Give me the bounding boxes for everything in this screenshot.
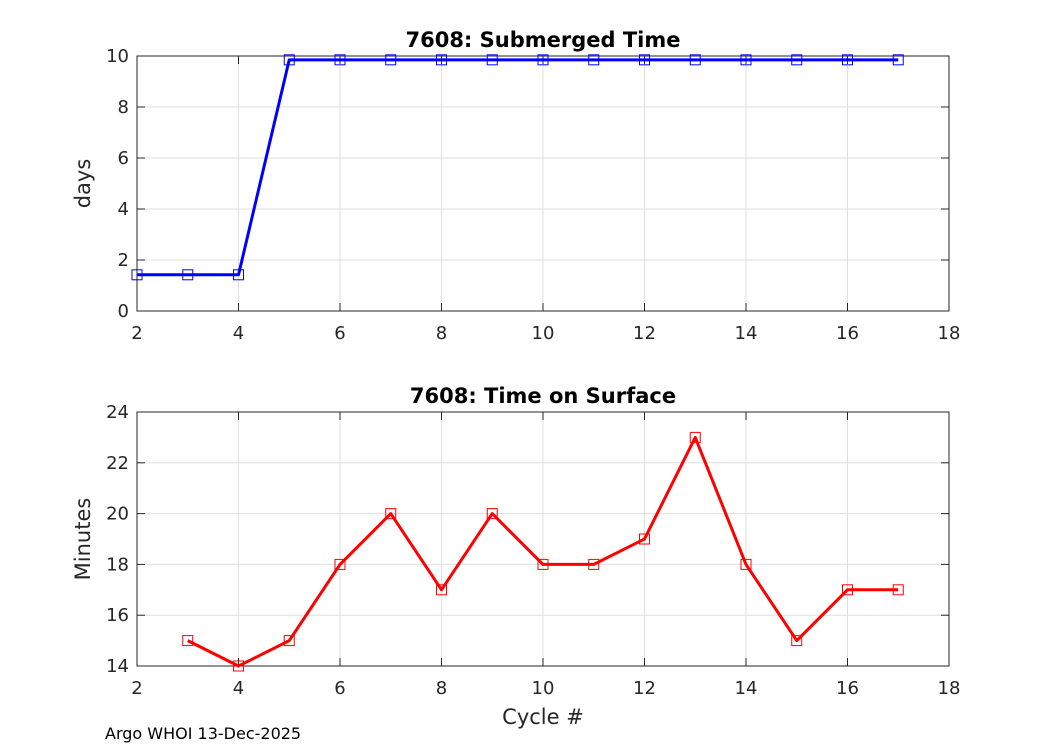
x-tick-label: 8: [436, 323, 447, 344]
x-tick-label: 2: [131, 678, 142, 699]
y-tick-label: 2: [118, 250, 129, 271]
data-point: [233, 269, 244, 281]
data-point: [283, 635, 295, 647]
x-tick-label: 10: [532, 323, 555, 344]
data-point: [385, 508, 397, 520]
y-tick-label: 22: [106, 453, 129, 474]
data-point: [182, 269, 194, 281]
data-point: [131, 269, 143, 281]
data-point: [892, 584, 904, 596]
data-point: [588, 54, 600, 66]
y-tick-label: 16: [106, 605, 129, 626]
x-tick-label: 2: [131, 323, 142, 344]
y-tick-label: 18: [106, 554, 129, 575]
y-axis-label: days: [71, 159, 95, 209]
x-tick-label: 8: [436, 678, 447, 699]
data-point: [233, 660, 244, 672]
chart-title: 7608: Submerged Time: [405, 28, 680, 52]
x-tick-label: 14: [735, 678, 758, 699]
data-point: [791, 54, 803, 66]
x-tick-label: 16: [836, 323, 859, 344]
data-point: [436, 584, 447, 596]
data-point: [385, 54, 397, 66]
data-point: [334, 558, 346, 570]
x-tick-label: 6: [334, 678, 345, 699]
data-point: [334, 54, 346, 66]
x-tick-label: 14: [735, 323, 758, 344]
data-point: [892, 54, 904, 66]
data-point: [486, 508, 498, 520]
y-tick-label: 8: [118, 97, 129, 118]
x-tick-label: 4: [233, 323, 244, 344]
data-point: [537, 54, 549, 66]
data-point: [842, 584, 853, 596]
data-point: [740, 558, 752, 570]
data-point: [689, 431, 701, 443]
x-tick-label: 18: [938, 678, 961, 699]
x-tick-label: 10: [532, 678, 555, 699]
x-tick-label: 12: [633, 323, 656, 344]
data-point: [537, 558, 549, 570]
data-point: [283, 54, 295, 66]
data-point: [740, 54, 752, 66]
series-line: [187, 435, 899, 668]
chart-title: 7608: Time on Surface: [410, 384, 676, 408]
data-point: [842, 54, 853, 66]
x-tick-label: 16: [836, 678, 859, 699]
x-axis-label: Cycle #: [502, 705, 584, 729]
data-point: [182, 635, 194, 647]
x-tick-label: 18: [938, 323, 961, 344]
y-axis-label: Minutes: [71, 498, 95, 581]
x-tick-label: 4: [233, 678, 244, 699]
data-point: [639, 533, 650, 545]
data-point: [791, 635, 803, 647]
y-tick-label: 10: [106, 46, 129, 67]
series-line: [137, 58, 899, 277]
data-point: [639, 54, 650, 66]
footer-credit: Argo WHOI 13-Dec-2025: [105, 724, 302, 743]
data-point: [486, 54, 498, 66]
y-tick-label: 4: [118, 199, 129, 220]
y-tick-label: 0: [118, 301, 129, 322]
x-tick-label: 12: [633, 678, 656, 699]
y-tick-label: 14: [106, 656, 129, 677]
data-point: [436, 54, 447, 66]
y-tick-label: 24: [106, 402, 129, 423]
y-tick-label: 6: [118, 148, 129, 169]
y-tick-label: 20: [106, 504, 129, 525]
data-point: [588, 558, 600, 570]
data-point: [689, 54, 701, 66]
x-tick-label: 6: [334, 323, 345, 344]
